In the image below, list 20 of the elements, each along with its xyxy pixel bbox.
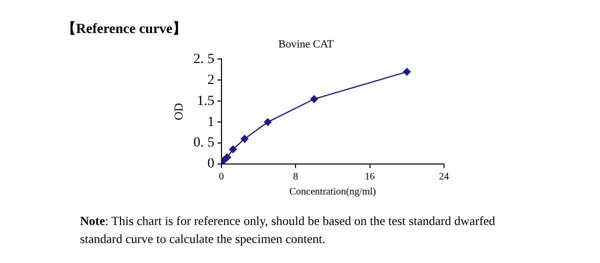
text: Note: This chart is for reference only, should be based on the test standard dwarfed standard curve to calculate the specimen content. bbox=[80, 213, 496, 248]
x-tick-label: 8 bbox=[293, 172, 298, 183]
y-axis-title: OD bbox=[171, 102, 186, 120]
point bbox=[403, 68, 411, 76]
y-tick-label: 2. 5 bbox=[193, 52, 214, 67]
point bbox=[240, 135, 248, 143]
point bbox=[310, 95, 318, 103]
chart-title: Bovine CAT bbox=[278, 38, 334, 50]
y-tick-label: 1.5 bbox=[196, 94, 214, 109]
point bbox=[264, 118, 272, 126]
y-tick-label: 2 bbox=[207, 72, 214, 88]
x-tick-label: 16 bbox=[364, 172, 375, 183]
x-axis-title: Concentration(ng/ml) bbox=[289, 186, 376, 198]
y-tick-label: 1 bbox=[207, 114, 214, 130]
text: 【Reference curve】 bbox=[62, 20, 187, 38]
point bbox=[229, 146, 237, 154]
y-tick-label: 0. 5 bbox=[193, 136, 214, 151]
x-tick-label: 0 bbox=[218, 172, 224, 183]
y-tick-label: 0 bbox=[207, 156, 214, 172]
x-tick-label: 24 bbox=[439, 172, 449, 183]
